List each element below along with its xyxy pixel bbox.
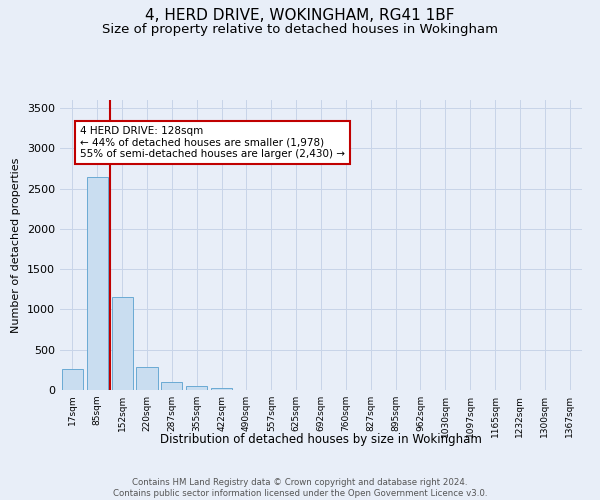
Text: Size of property relative to detached houses in Wokingham: Size of property relative to detached ho… [102,22,498,36]
Bar [62,370,83,390]
Y-axis label: Number of detached properties: Number of detached properties [11,158,22,332]
Text: Distribution of detached houses by size in Wokingham: Distribution of detached houses by size … [160,432,482,446]
Bar [186,386,207,390]
Text: 4, HERD DRIVE, WOKINGHAM, RG41 1BF: 4, HERD DRIVE, WOKINGHAM, RG41 1BF [145,8,455,22]
Bar [161,382,182,390]
Text: 4 HERD DRIVE: 128sqm
← 44% of detached houses are smaller (1,978)
55% of semi-de: 4 HERD DRIVE: 128sqm ← 44% of detached h… [80,126,345,159]
Bar [136,368,158,390]
Bar [211,388,232,390]
Bar [87,176,108,390]
Bar [112,298,133,390]
Text: Contains HM Land Registry data © Crown copyright and database right 2024.
Contai: Contains HM Land Registry data © Crown c… [113,478,487,498]
